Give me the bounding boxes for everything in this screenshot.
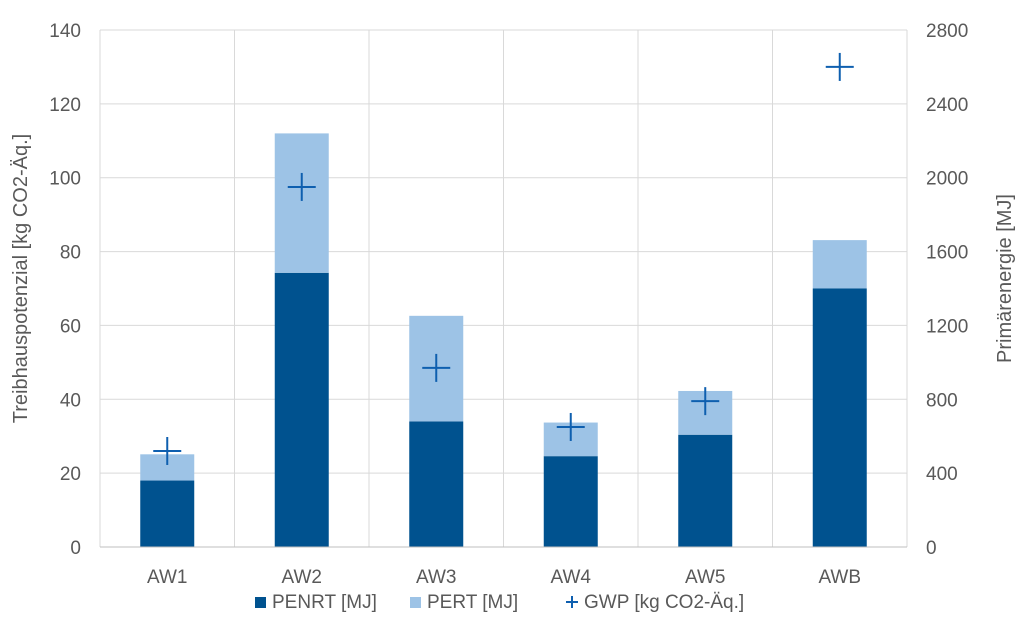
x-tick-label: AWB [818,567,861,588]
legend-label: GWP [kg CO2-Äq.] [584,592,744,613]
legend-label: PERT [MJ] [427,592,518,613]
bar-segment [812,288,867,547]
y-left-tick-label: 120 [49,95,81,116]
x-tick-label: AW4 [551,567,592,588]
x-tick-label: AW5 [685,567,725,588]
gwp-marker [153,436,182,465]
y-right-tick-label: 1600 [926,243,968,264]
gwp-marker [422,353,451,382]
legend-swatch [255,597,266,608]
bar-segment [274,133,329,273]
y-right-tick-label: 0 [926,538,937,559]
y-right-tick-label: 2000 [926,169,968,190]
axes: 0 20 40 60 80 100 120 140 0 400 800 1200 1600 2000 240… [49,21,968,588]
bar-segment [678,434,733,547]
x-tick-label: AW3 [416,567,456,588]
bar-segment [543,456,598,547]
gwp-marker [825,52,854,81]
legend: PENRT [MJ] PERT [MJ] GWP [kg CO2-Äq.] [255,592,744,613]
bar-layer [140,133,867,547]
bar-segment [140,480,195,547]
y-left-tick-label: 140 [49,21,81,42]
x-tick-label: AW2 [282,567,322,588]
y-right-tick-label: 2400 [926,95,968,116]
y-left-tick-label: 80 [60,243,81,264]
legend-label: PENRT [MJ] [272,592,377,613]
bar-segment [812,240,867,289]
gwp-marker [556,412,585,441]
gwp-marker [287,172,316,201]
y-left-tick-label: 40 [60,390,81,411]
y-left-tick-label: 0 [70,538,81,559]
bar-segment [274,272,329,547]
y-axis-right-title: Primärenergie [MJ] [994,194,1016,363]
y-left-tick-label: 100 [49,169,81,190]
legend-item: GWP [kg CO2-Äq.] [566,592,744,613]
legend-item: PENRT [MJ] [255,592,377,613]
y-right-tick-label: 800 [926,390,958,411]
y-left-tick-label: 20 [60,464,81,485]
y-right-tick-label: 2800 [926,21,968,42]
y-left-tick-label: 60 [60,316,81,337]
y-right-tick-label: 400 [926,464,958,485]
legend-item: PERT [MJ] [410,592,518,613]
x-tick-label: AW1 [147,567,187,588]
y-right-tick-label: 1200 [926,316,968,337]
gridlines [99,29,908,547]
y-axis-left-title: Treibhauspotenzial [kg CO2-Äq.] [10,134,32,423]
gwp-marker [691,387,720,416]
bar-segment [409,421,464,547]
marker-layer [153,52,854,465]
legend-swatch [410,597,421,608]
